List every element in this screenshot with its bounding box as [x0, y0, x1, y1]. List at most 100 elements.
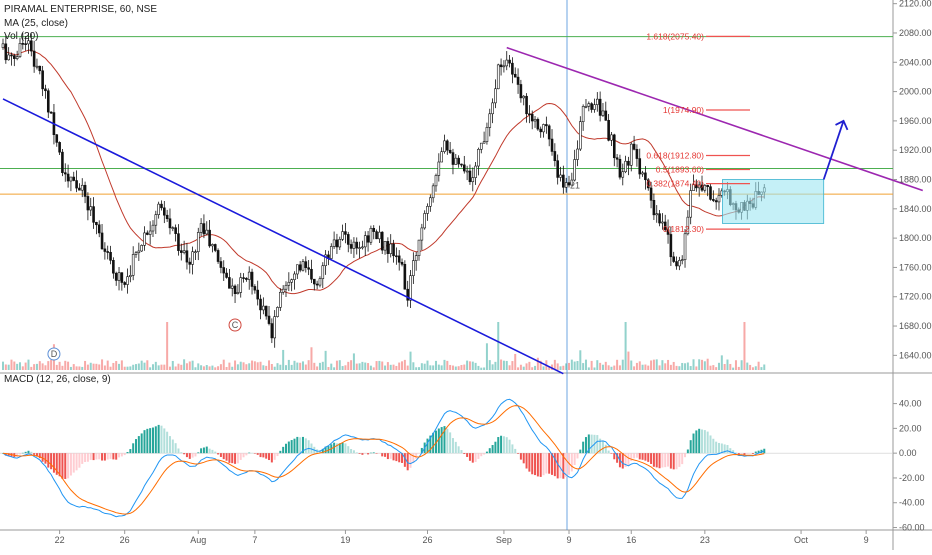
- macd-tick-label: -40.00: [899, 498, 925, 508]
- candle: [242, 273, 245, 283]
- volume-bar: [429, 365, 432, 370]
- volume-bar: [378, 360, 381, 370]
- candle: [496, 63, 500, 90]
- volume-bar: [183, 359, 186, 370]
- candle-body: [511, 62, 514, 75]
- volume-bar: [109, 366, 112, 370]
- candle-body: [692, 184, 695, 191]
- volume-bar: [361, 361, 364, 370]
- volume-bar: [18, 362, 21, 370]
- volume-bar: [599, 362, 602, 370]
- candle: [10, 52, 13, 66]
- purple-resistance-line: [506, 46, 924, 192]
- macd-histogram-bar: [202, 447, 205, 454]
- candle: [211, 243, 214, 253]
- macd-histogram-bar: [103, 453, 106, 461]
- candle-body: [457, 157, 460, 165]
- macd-histogram-bar: [573, 453, 576, 465]
- candle: [627, 156, 630, 176]
- volume-bar: [664, 363, 667, 370]
- candle-body: [562, 174, 565, 188]
- macd-histogram-bar: [16, 453, 19, 457]
- volume-bar: [86, 364, 89, 370]
- event-marker-circle: [228, 318, 242, 332]
- volume-bar: [743, 322, 746, 370]
- candle: [97, 220, 101, 238]
- volume-bar: [256, 362, 259, 370]
- macd-histogram-bar: [616, 453, 619, 463]
- candle-body: [468, 170, 472, 183]
- candle-body: [259, 298, 262, 311]
- macd-histogram-bar: [715, 441, 718, 454]
- macd-histogram-bar: [655, 453, 658, 468]
- volume-bar: [372, 367, 375, 370]
- candle-body: [163, 207, 166, 216]
- volume-bar: [723, 364, 726, 370]
- candle: [431, 183, 435, 203]
- macd-histogram-bar: [630, 453, 633, 461]
- candle: [383, 241, 387, 255]
- volume-bar: [446, 360, 449, 370]
- macd-histogram-bar: [545, 453, 548, 474]
- candle-body: [627, 160, 630, 166]
- candle: [253, 284, 257, 294]
- candle: [553, 143, 557, 167]
- candle-body: [712, 199, 715, 201]
- candle-body: [321, 265, 325, 280]
- candle-body: [482, 141, 486, 144]
- volume-bar: [296, 362, 299, 370]
- candle-body: [315, 283, 319, 286]
- candle: [216, 248, 220, 264]
- candle: [179, 243, 183, 261]
- volume-bar: [347, 361, 350, 370]
- moving-average-line: [2, 43, 765, 295]
- macd-histogram-bar: [737, 453, 740, 455]
- macd-histogram-bar: [480, 453, 483, 457]
- macd-histogram-bar: [279, 450, 282, 454]
- macd-histogram-bar: [760, 449, 763, 454]
- candle: [134, 251, 138, 258]
- candle-body: [412, 260, 415, 276]
- candle-body: [27, 40, 30, 45]
- candle: [168, 208, 172, 235]
- macd-histogram-bar: [500, 435, 503, 454]
- volume-bar: [358, 363, 361, 370]
- candle: [542, 123, 545, 138]
- macd-histogram-bar: [505, 437, 508, 454]
- volume-legend: Vol (20): [4, 31, 39, 42]
- candle: [400, 258, 404, 267]
- candle-body: [474, 165, 477, 178]
- macd-histogram-bar: [522, 453, 525, 464]
- candle: [488, 108, 492, 137]
- candle-body: [612, 134, 616, 159]
- candle: [256, 280, 260, 306]
- candle: [310, 259, 313, 284]
- candle-body: [595, 98, 599, 105]
- volume-bar: [2, 361, 4, 370]
- candle: [508, 54, 511, 68]
- candle-body: [46, 90, 50, 113]
- candle: [86, 192, 90, 221]
- candle: [137, 242, 141, 262]
- volume-bar: [630, 360, 633, 370]
- candle: [576, 140, 579, 167]
- candle: [225, 268, 228, 279]
- volume-bar: [168, 366, 171, 370]
- volume-bar: [10, 359, 13, 370]
- candle-body: [329, 246, 333, 259]
- candle-body: [414, 255, 418, 261]
- macd-histogram-bar: [78, 453, 81, 468]
- volume-bar: [389, 364, 392, 370]
- volume-bar: [143, 362, 146, 370]
- candle-body: [525, 95, 528, 115]
- volume-bar: [483, 367, 486, 370]
- macd-histogram-bar: [245, 453, 248, 456]
- fib-level-label: 1.618(2075.40): [646, 31, 704, 41]
- macd-histogram-bar: [75, 453, 78, 471]
- volume-bar: [712, 365, 715, 370]
- macd-histogram-bar: [200, 448, 203, 454]
- volume-bar: [185, 363, 188, 370]
- volume-bar: [157, 365, 160, 370]
